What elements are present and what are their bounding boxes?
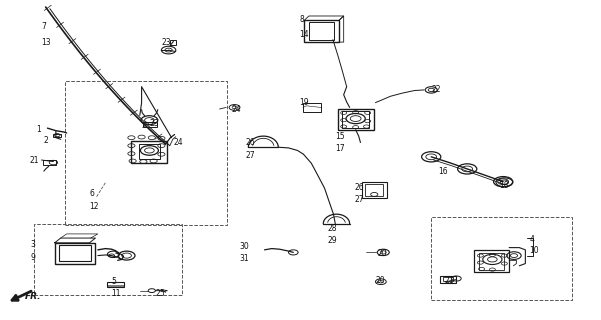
Text: 16: 16 [438,167,448,176]
Text: 28: 28 [328,224,337,233]
Text: 29: 29 [328,236,337,245]
Text: 6: 6 [90,189,94,198]
Text: 2: 2 [44,136,49,145]
Text: 20: 20 [377,249,387,258]
Text: 27: 27 [355,195,364,204]
Text: 12: 12 [90,202,99,211]
Bar [66,81,227,225]
Bar [343,111,369,127]
Text: 30: 30 [239,242,249,251]
Bar [144,122,157,126]
Bar [439,276,456,283]
Text: 13: 13 [41,38,51,47]
Text: 8: 8 [299,15,304,24]
Text: 11: 11 [112,289,121,298]
Bar [474,251,509,272]
Text: 24: 24 [173,138,183,147]
Text: 21: 21 [444,276,454,285]
Text: 1: 1 [37,125,41,134]
Bar [309,22,334,40]
Text: 7: 7 [41,22,46,31]
Bar [55,243,96,264]
Bar [443,276,453,281]
Bar [43,160,56,165]
Bar [479,253,504,270]
Bar [53,133,61,137]
Text: 17: 17 [335,144,345,153]
Bar [59,245,91,261]
Bar [34,224,182,295]
Text: 26: 26 [355,183,364,192]
Text: 15: 15 [335,132,345,140]
Text: 22: 22 [431,85,441,94]
Text: 10: 10 [529,246,539,255]
Text: 19: 19 [299,98,309,107]
Bar [304,20,339,42]
Text: 24: 24 [231,105,241,114]
Text: 5: 5 [112,276,117,285]
Text: 3: 3 [31,240,35,249]
Text: 9: 9 [31,253,35,262]
Text: 27: 27 [245,151,255,160]
Text: FR.: FR. [25,292,41,301]
Text: 26: 26 [245,138,255,147]
Bar [132,141,168,163]
Bar [139,144,160,159]
Bar [362,182,387,198]
Text: 20: 20 [376,276,385,285]
Text: 4: 4 [529,235,534,244]
Bar [431,217,572,300]
Text: 21: 21 [29,156,39,164]
Text: 23: 23 [150,119,159,128]
Bar [365,184,383,196]
Bar [303,103,321,112]
Text: 23: 23 [162,38,171,47]
Bar [338,109,374,130]
Text: 25: 25 [156,289,165,298]
Text: 31: 31 [239,254,249,263]
Text: 18: 18 [499,181,509,190]
Bar [108,282,124,287]
Text: 14: 14 [299,30,309,39]
Bar [171,40,176,45]
